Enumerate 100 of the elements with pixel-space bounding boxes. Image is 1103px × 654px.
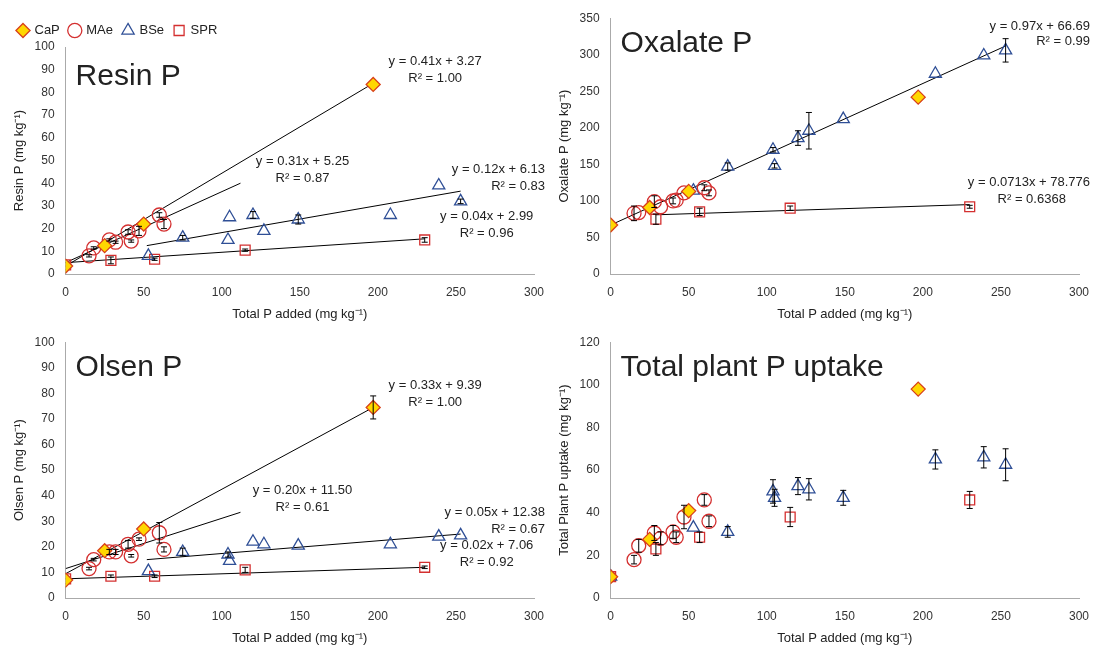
y-tick-label: 60 [41, 436, 55, 451]
annotation: R² = 0.6368 [997, 191, 1066, 207]
y-tick-label: 250 [579, 83, 600, 98]
y-tick-label: 150 [579, 156, 600, 171]
y-tick-label: 350 [579, 10, 600, 25]
y-tick-label: 40 [41, 487, 55, 502]
y-tick-label: 90 [41, 360, 55, 375]
annotation: y = 0.05x + 12.38 [444, 503, 545, 519]
y-tick-label: 100 [34, 334, 55, 349]
y-axis-title: Olsen P (mg kg⁻¹) [11, 419, 27, 522]
y-tick-label: 300 [579, 47, 600, 62]
x-tick-label: 50 [137, 284, 151, 299]
x-tick-label: 200 [912, 608, 934, 623]
annotation: R² = 0.61 [275, 498, 330, 514]
y-tick-label: 50 [41, 152, 55, 167]
y-tick-label: 70 [41, 411, 55, 426]
annotation: R² = 0.67 [491, 520, 545, 536]
x-tick-label: 300 [523, 608, 545, 623]
x-tick-label: 50 [137, 608, 151, 623]
y-tick-label: 20 [41, 220, 55, 235]
annotation: y = 0.97x + 66.69 [989, 17, 1090, 33]
annotation: R² = 0.99 [1036, 32, 1090, 48]
annotation: y = 0.04x + 2.99 [440, 208, 534, 224]
annotation: R² = 0.83 [491, 177, 545, 193]
x-tick-label: 250 [445, 608, 467, 623]
x-tick-label: 50 [682, 284, 696, 299]
y-tick-label: 90 [41, 62, 55, 77]
x-tick-label: 0 [62, 608, 70, 623]
x-tick-label: 300 [1068, 608, 1090, 623]
x-tick-label: 200 [367, 608, 389, 623]
y-tick-label: 50 [41, 462, 55, 477]
annotation: R² = 0.96 [459, 225, 514, 241]
x-tick-label: 150 [834, 608, 856, 623]
x-tick-label: 150 [834, 284, 856, 299]
x-tick-label: 250 [990, 608, 1012, 623]
legend-label: BSe [139, 22, 165, 38]
y-tick-label: 70 [41, 107, 55, 122]
x-tick-label: 100 [211, 608, 233, 623]
y-tick-label: 80 [41, 385, 55, 400]
y-axis-title: Total Plant P uptake (mg kg⁻¹) [556, 384, 572, 556]
x-tick-label: 0 [62, 284, 70, 299]
x-tick-label: 200 [367, 284, 389, 299]
annotation: y = 0.20x + 11.50 [252, 481, 353, 497]
x-axis-title: Total P added (mg kg⁻¹) [232, 305, 368, 321]
x-tick-label: 0 [607, 284, 615, 299]
annotation: y = 0.12x + 6.13 [451, 160, 545, 176]
x-tick-label: 200 [912, 284, 934, 299]
y-tick-label: 30 [41, 198, 55, 213]
x-tick-label: 250 [990, 284, 1012, 299]
chart-title: Oxalate P [620, 25, 753, 59]
chart-title: Total plant P uptake [620, 349, 884, 383]
legend-label: CaP [34, 22, 60, 38]
y-tick-label: 30 [41, 513, 55, 528]
y-tick-label: 100 [34, 39, 55, 54]
x-tick-label: 150 [289, 608, 311, 623]
x-tick-label: 100 [756, 608, 778, 623]
y-tick-label: 0 [592, 266, 600, 281]
x-tick-label: 100 [756, 284, 778, 299]
x-tick-label: 150 [289, 284, 311, 299]
annotation: R² = 0.92 [459, 553, 514, 569]
y-tick-label: 40 [41, 175, 55, 190]
x-tick-label: 300 [523, 284, 545, 299]
x-axis-title: Total P added (mg kg⁻¹) [232, 629, 368, 645]
x-tick-label: 100 [211, 284, 233, 299]
y-tick-label: 60 [586, 462, 600, 477]
y-tick-label: 0 [47, 590, 55, 605]
annotation: R² = 0.87 [275, 169, 330, 185]
y-tick-label: 20 [41, 539, 55, 554]
y-tick-label: 200 [579, 120, 600, 135]
annotation: y = 0.02x + 7.06 [440, 536, 534, 552]
y-tick-label: 10 [41, 564, 55, 579]
y-tick-label: 20 [586, 547, 600, 562]
annotation: y = 0.33x + 9.39 [388, 377, 482, 393]
y-tick-label: 80 [41, 84, 55, 99]
y-tick-label: 120 [579, 334, 600, 349]
legend-label: SPR [190, 22, 218, 38]
y-tick-label: 0 [592, 590, 600, 605]
x-tick-label: 50 [682, 608, 696, 623]
annotation: y = 0.0713x + 78.776 [967, 174, 1090, 190]
annotation: R² = 1.00 [408, 69, 463, 85]
y-axis-title: Resin P (mg kg⁻¹) [11, 109, 27, 212]
y-tick-label: 50 [586, 229, 600, 244]
y-tick-label: 40 [586, 505, 600, 520]
x-tick-label: 250 [445, 284, 467, 299]
y-tick-label: 100 [579, 377, 600, 392]
y-tick-label: 80 [586, 419, 600, 434]
x-tick-label: 0 [607, 608, 615, 623]
y-tick-label: 10 [41, 243, 55, 258]
y-tick-label: 0 [47, 266, 55, 281]
y-tick-label: 100 [579, 193, 600, 208]
annotation: y = 0.41x + 3.27 [388, 52, 482, 68]
y-tick-label: 60 [41, 130, 55, 145]
y-axis-title: Oxalate P (mg kg⁻¹) [556, 89, 572, 203]
x-axis-title: Total P added (mg kg⁻¹) [777, 305, 913, 321]
legend-label: MAe [86, 22, 114, 38]
annotation: R² = 1.00 [408, 394, 463, 410]
x-axis-title: Total P added (mg kg⁻¹) [777, 629, 913, 645]
chart-title: Olsen P [75, 349, 183, 383]
x-tick-label: 300 [1068, 284, 1090, 299]
chart-title: Resin P [75, 58, 181, 92]
